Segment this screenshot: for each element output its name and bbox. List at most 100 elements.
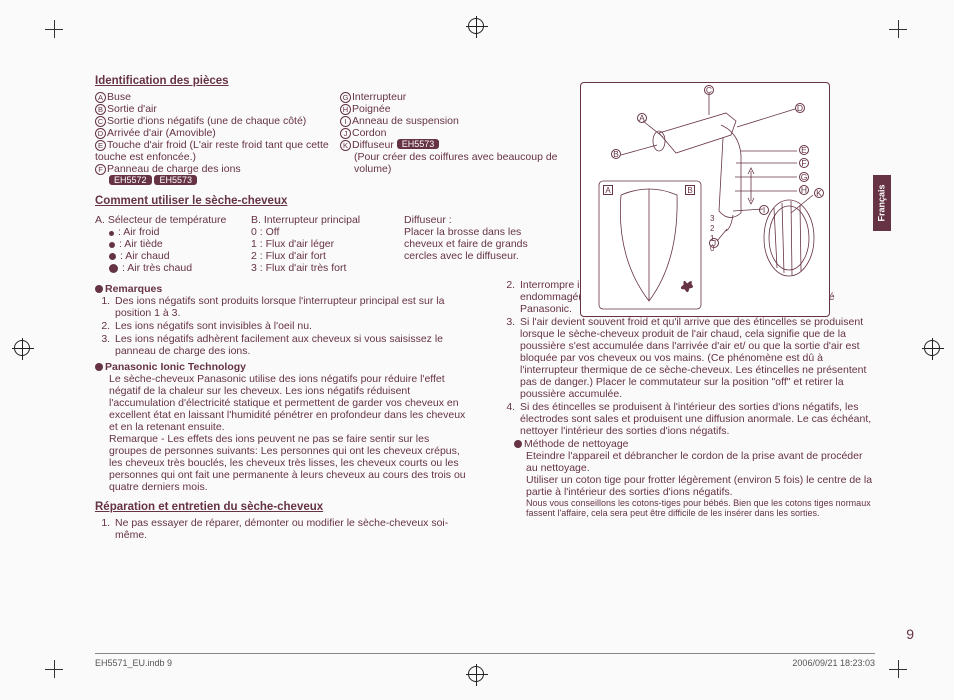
part-label: Diffuseur — [352, 139, 394, 151]
bullet-icon — [514, 440, 522, 448]
part-label: Poignée — [352, 103, 391, 115]
part-letter: D — [95, 128, 106, 139]
clean-body: Utiliser un coton tige pour frotter légè… — [500, 474, 875, 498]
crop-mark — [889, 20, 909, 40]
part-label: Anneau de suspension — [352, 115, 459, 127]
switch-label: 3 : Flux d'air très fort — [251, 262, 386, 274]
language-label: Français — [877, 184, 887, 221]
remarks-title: Remarques — [105, 283, 162, 295]
remark-item: Des ions négatifs sont produits lorsque … — [113, 295, 470, 319]
svg-text:2: 2 — [710, 224, 715, 233]
left-body-col: Remarques Des ions négatifs sont produit… — [95, 279, 470, 542]
use-b-title: B. Interrupteur principal — [251, 214, 386, 226]
right-body-col: Interrompre immédiatement l'utilisation … — [500, 279, 875, 542]
crop-mark — [45, 20, 65, 40]
model-tag: EH5572 — [109, 175, 152, 185]
temp-label: : Air chaud — [120, 250, 170, 262]
diagram-label: K — [814, 188, 824, 198]
use-c-title: Diffuseur : — [404, 214, 544, 226]
parts-diagram: 3 2 1 0 A B A B C D E F G H I J K — [580, 82, 830, 317]
repair-item: Ne pas essayer de réparer, démonter ou m… — [113, 517, 470, 541]
use-a-title: A. Sélecteur de température — [95, 214, 233, 226]
diagram-label: I — [759, 205, 769, 215]
part-label: Buse — [107, 91, 131, 103]
page-number: 9 — [906, 626, 914, 642]
diagram-label: D — [795, 103, 805, 113]
temp-label: : Air tiède — [119, 238, 163, 250]
ionic-note: Remarque - Les effets des ions peuvent n… — [95, 433, 470, 493]
part-label: Panneau de charge des ions — [107, 163, 241, 175]
body-columns: Remarques Des ions négatifs sont produit… — [95, 279, 875, 542]
clean-note: Nous vous conseillons les cotons-tiges p… — [500, 498, 875, 518]
diagram-label: A — [637, 113, 647, 123]
temp-dot-icon — [109, 253, 116, 260]
part-label: Arrivée d'air (Amovible) — [107, 127, 216, 139]
diagram-label: J — [709, 238, 719, 248]
registration-mark — [924, 340, 940, 356]
part-label: Sortie d'ions négatifs (une de chaque cô… — [107, 115, 306, 127]
diagram-svg: 3 2 1 0 — [581, 83, 829, 316]
part-label: Touche d'air froid (L'air reste froid ta… — [95, 139, 329, 163]
bullet-icon — [95, 285, 103, 293]
part-label: Cordon — [352, 127, 386, 139]
part-letter: E — [95, 140, 106, 151]
temp-label: : Air très chaud — [122, 262, 192, 274]
diagram-box: A — [603, 185, 613, 195]
svg-text:3: 3 — [710, 214, 715, 223]
temp-dot-icon — [109, 242, 115, 248]
part-letter: B — [95, 104, 106, 115]
repair-item: Si l'air devient souvent froid et qu'il … — [518, 316, 875, 400]
remark-item: Les ions négatifs adhèrent facilement au… — [113, 333, 470, 357]
registration-mark — [14, 340, 30, 356]
diagram-label: G — [799, 172, 809, 182]
switch-label: 0 : Off — [251, 226, 386, 238]
switch-label: 1 : Flux d'air léger — [251, 238, 386, 250]
bullet-icon — [95, 363, 103, 371]
diagram-label: H — [799, 185, 809, 195]
part-letter: F — [95, 164, 106, 175]
parts-title: Identification des pièces — [95, 75, 575, 87]
registration-mark — [468, 18, 484, 34]
temp-label: : Air froid — [118, 226, 159, 238]
language-tab: Français — [873, 175, 891, 231]
ionic-body: Le sèche-cheveux Panasonic utilise des i… — [95, 373, 470, 433]
diagram-label: C — [704, 85, 714, 95]
footer-left: EH5571_EU.indb 9 — [95, 658, 172, 668]
model-tag: EH5573 — [154, 175, 197, 185]
part-letter: C — [95, 116, 106, 127]
part-letter: A — [95, 92, 106, 103]
part-letter: G — [340, 92, 351, 103]
clean-body: Eteindre l'appareil et débrancher le cor… — [500, 450, 875, 474]
crop-mark — [889, 660, 909, 680]
model-tag: EH5573 — [397, 139, 440, 149]
repair-item: Si des étincelles se produisent à l'inté… — [518, 401, 875, 437]
part-label: Sortie d'air — [107, 103, 157, 115]
parts-left-col: ABuse BSortie d'air CSortie d'ions négat… — [95, 91, 330, 187]
diagram-label: B — [611, 149, 621, 159]
part-letter: K — [340, 140, 351, 151]
crop-mark — [45, 660, 65, 680]
registration-mark — [468, 666, 484, 682]
clean-title: Méthode de nettoyage — [524, 438, 629, 450]
temp-dot-icon — [109, 264, 118, 273]
switch-label: 2 : Flux d'air fort — [251, 250, 386, 262]
use-title: Comment utiliser le sèche-cheveux — [95, 195, 575, 207]
remark-item: Les ions négatifs sont invisibles à l'oe… — [113, 320, 470, 332]
remarks-list: Des ions négatifs sont produits lorsque … — [95, 295, 470, 357]
footer: EH5571_EU.indb 9 2006/09/21 18:23:03 — [95, 653, 875, 668]
part-letter: H — [340, 104, 351, 115]
part-letter: J — [340, 128, 351, 139]
ionic-title: Panasonic Ionic Technology — [105, 361, 246, 373]
diffuser-text: Placer la brosse dans les cheveux et fai… — [404, 226, 544, 262]
part-label: Interrupteur — [352, 91, 406, 103]
temp-dot-icon — [109, 231, 114, 236]
part-letter: I — [340, 116, 351, 127]
repair-list: Ne pas essayer de réparer, démonter ou m… — [95, 517, 470, 541]
repair-title: Réparation et entretien du sèche-cheveux — [95, 501, 470, 513]
diffuser-note: (Pour créer des coiffures avec beaucoup … — [340, 151, 560, 175]
diagram-box: B — [685, 185, 695, 195]
diagram-label: F — [799, 158, 809, 168]
diagram-label: E — [799, 145, 809, 155]
parts-right-col: GInterrupteur HPoignée IAnneau de suspen… — [340, 91, 560, 187]
footer-right: 2006/09/21 18:23:03 — [792, 658, 875, 668]
